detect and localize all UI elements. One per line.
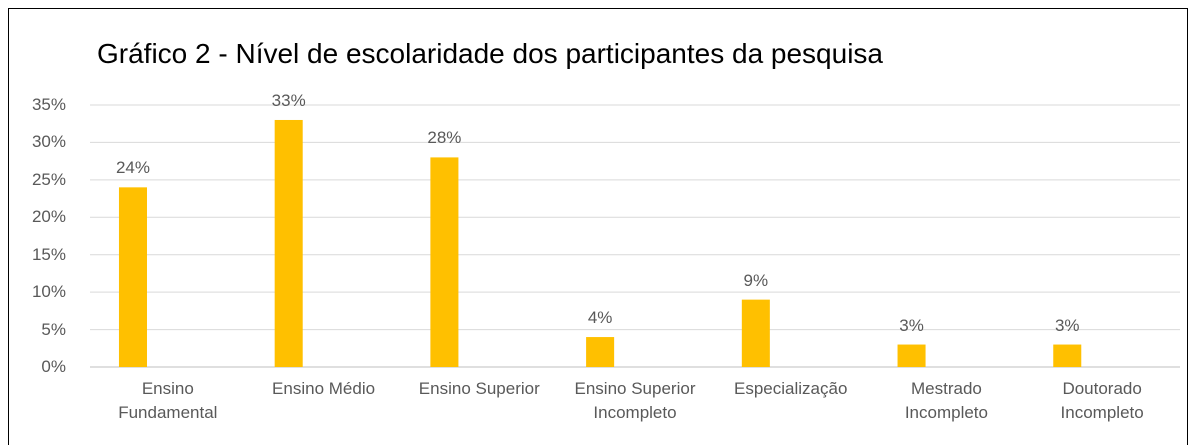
data-label: 28% <box>427 128 462 148</box>
data-label: 24% <box>115 158 150 178</box>
x-tick-label: Ensino Médio <box>272 379 376 398</box>
y-tick-label: 5% <box>41 319 66 339</box>
x-tick-label: Doutorado Incompleto <box>1060 379 1144 422</box>
x-tick-label: Especialização <box>734 379 848 398</box>
y-tick-label: 10% <box>31 282 66 302</box>
y-tick-label: 35% <box>31 95 66 114</box>
bar <box>274 119 303 367</box>
bar <box>586 337 615 367</box>
data-label: 4% <box>587 308 613 328</box>
x-tick-label: Mestrado Incompleto <box>904 379 988 422</box>
y-tick-label: 0% <box>41 357 66 376</box>
x-tick-label: Ensino Fundamental <box>118 379 218 422</box>
x-tick-label: Ensino Superior <box>418 379 540 398</box>
y-tick-label: 20% <box>31 207 66 227</box>
bar <box>897 344 926 367</box>
data-label: 3% <box>899 315 924 335</box>
x-tick-label: Ensino Superior Incompleto <box>574 379 696 422</box>
data-label: 9% <box>743 270 769 290</box>
bar <box>118 187 147 367</box>
bar <box>741 299 770 367</box>
y-tick-label: 15% <box>31 244 66 264</box>
y-tick-label: 30% <box>31 132 66 152</box>
bar <box>430 157 459 367</box>
y-tick-label: 25% <box>31 169 66 189</box>
bar <box>1053 344 1082 367</box>
chart-frame <box>8 8 1188 445</box>
data-label: 3% <box>1054 315 1080 335</box>
data-label: 33% <box>271 90 306 110</box>
chart-title: Gráfico 2 - Nível de escolaridade dos pa… <box>97 38 883 69</box>
